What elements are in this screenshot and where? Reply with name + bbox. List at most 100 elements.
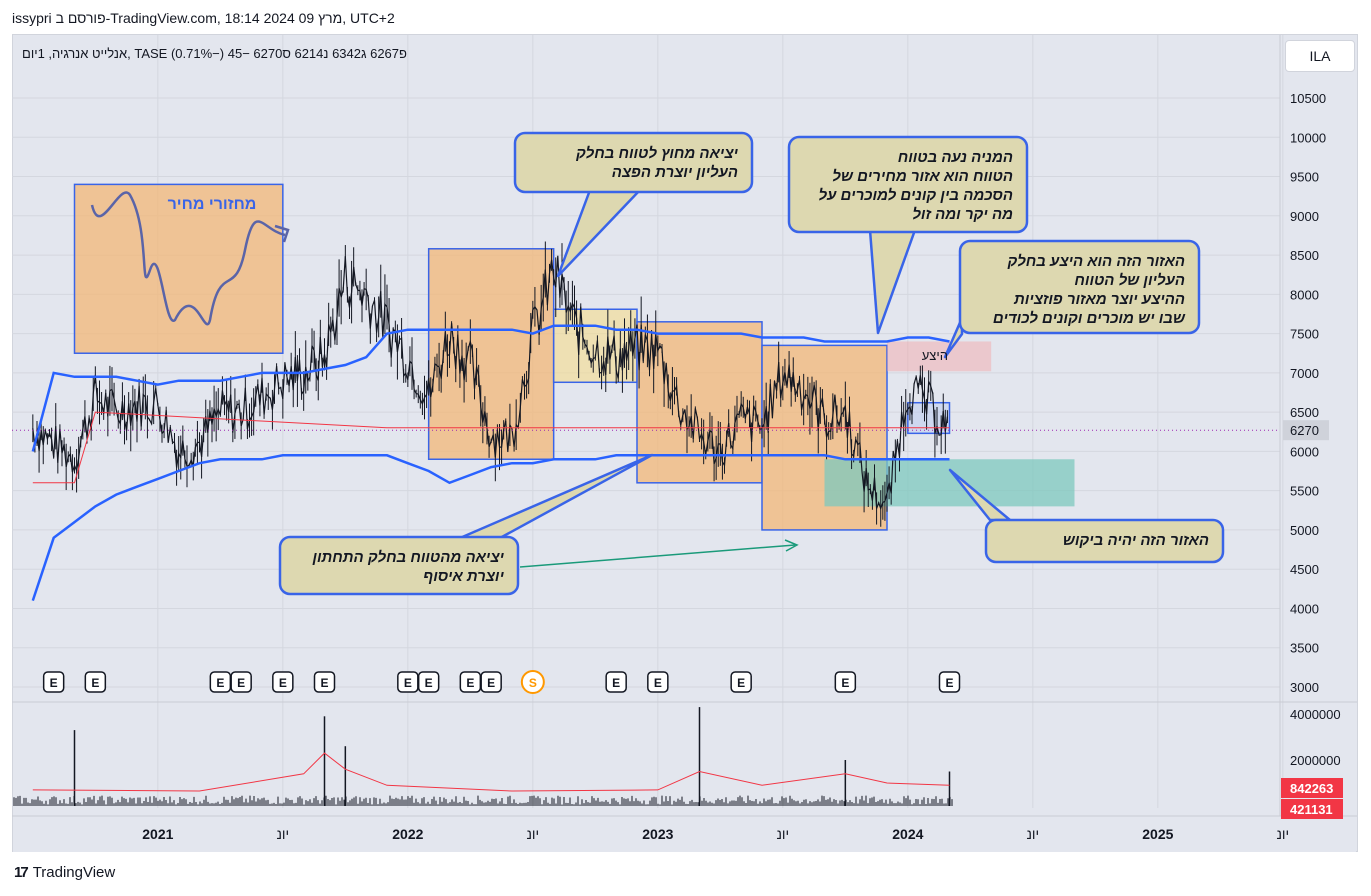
symbol-info-line: אנלייט אנרגיה, 1יום, TASE פ6267 ג6342 נ6…	[22, 46, 407, 61]
earnings-label: E	[466, 676, 474, 690]
earnings-label: E	[487, 676, 495, 690]
price-tick-label: 7500	[1290, 327, 1319, 342]
price-cycles-box	[73, 183, 284, 354]
price-tick-label: 4500	[1290, 562, 1319, 577]
time-tick-label: יונ	[1026, 826, 1039, 842]
earnings-label: E	[216, 676, 224, 690]
price-tick-label: 9500	[1290, 170, 1319, 185]
time-tick-label: 2021	[142, 826, 173, 842]
volume-tick-label: 4000000	[1290, 707, 1341, 722]
time-tick-label: 2025	[1142, 826, 1173, 842]
footer-brand: TradingView	[32, 864, 116, 881]
callout-range-text: מה יקר ומה זול	[912, 206, 1013, 223]
volume-last-label: 421131	[1290, 802, 1333, 817]
price-tick-label: 10500	[1290, 91, 1326, 106]
callout-breakout-up-box	[513, 131, 754, 194]
earnings-e-icon	[605, 671, 627, 693]
split-s-icon	[520, 670, 545, 694]
price-tick-label: 3000	[1290, 680, 1319, 695]
callout-supply-text: ההיצע יוצר מאזור פוזציות	[1013, 291, 1185, 308]
earnings-label: E	[320, 676, 328, 690]
price-tick-label: 5500	[1290, 484, 1319, 499]
earnings-e-icon	[209, 671, 232, 693]
events-row: E E E E E E E E E E E E E E ES	[42, 670, 961, 694]
moving-average-3	[32, 411, 950, 484]
price-tick-label: 5000	[1290, 523, 1319, 538]
earnings-label: E	[612, 676, 620, 690]
callout-breakout-down-text: יציאה מהטווח בחלק התחתון	[311, 549, 504, 566]
price-tick-label: 6000	[1290, 444, 1319, 459]
earnings-e-icon	[42, 671, 65, 693]
earnings-e-icon	[230, 671, 252, 693]
time-tick-label: 2022	[392, 826, 423, 842]
time-axis: 2021 יונ 2022 יונ 2023 יונ 2024 יונ 2025 יונ	[142, 826, 1289, 842]
last-price-badge	[1283, 420, 1329, 441]
earnings-label: E	[945, 676, 953, 690]
callout-supply-box	[958, 239, 1201, 335]
callout-range-text: הטווח הוא אזור מחירים של	[832, 168, 1013, 185]
moving-average-1	[31, 324, 950, 452]
earnings-e-icon	[313, 671, 336, 693]
time-tick-label: 2023	[642, 826, 673, 842]
price-close-line	[32, 255, 948, 511]
earnings-label: E	[50, 676, 58, 690]
price-tick-label: 9000	[1290, 209, 1319, 224]
moving-averages	[12, 324, 1280, 601]
callout-supply-text: העליון של הטווח	[1074, 272, 1185, 289]
earnings-e-icon	[480, 671, 502, 693]
moving-average-2	[31, 454, 950, 601]
callout-range-text: המניה נעה בטווח	[898, 149, 1013, 166]
earnings-e-icon	[417, 671, 440, 693]
time-tick-label: 2024	[892, 826, 923, 842]
price-tick-label: 6500	[1290, 405, 1319, 420]
callout-range-box	[787, 135, 1029, 234]
last-price-label: 6270	[1290, 423, 1319, 438]
time-tick-label: יונ	[526, 826, 539, 842]
time-tick-label: יונ	[276, 826, 289, 842]
volume-last-badge	[1281, 799, 1343, 819]
supply-zone-label: היצע	[922, 348, 948, 363]
price-tick-label: 8000	[1290, 287, 1319, 302]
time-tick-label: יונ	[1276, 826, 1289, 842]
volume-average-line	[32, 752, 950, 792]
earnings-e-icon	[730, 671, 752, 693]
annotations-layer: יציאה מחוץ לטווח בחלק העליון יוצרת הפצה המ…	[278, 131, 1225, 596]
earnings-label: E	[841, 676, 849, 690]
callout-demand-text: האזור הזה יהיה ביקוש	[1063, 532, 1209, 549]
price-axis: 10500 10000 9500 9000 8500 8000 7500 7000 6500 60…	[1281, 91, 1343, 819]
footer: 17 TradingView	[14, 864, 115, 881]
callout-breakout-down-box	[278, 535, 520, 596]
price-tick-label: 8500	[1290, 248, 1319, 263]
time-axis-background	[13, 816, 1356, 852]
currency-selector[interactable]: ILA	[1285, 40, 1355, 72]
volume-layer	[13, 707, 953, 806]
time-tick-label: יונ	[776, 826, 789, 842]
callout-supply-text: האזור הזה הוא היצע בחלק	[1007, 253, 1185, 270]
callout-breakout-down-text: יוצרת איסוף	[423, 568, 504, 585]
publish-header: issypri פורסם ב-TradingView.com, 18:14 2…	[12, 10, 395, 26]
price-tick-label: 4000	[1290, 601, 1319, 616]
earnings-label: E	[425, 676, 433, 690]
arrow-head-icon	[784, 539, 799, 552]
earnings-label: E	[404, 676, 412, 690]
cycles-title: מחזורי מחיר	[168, 196, 257, 213]
callout-breakout-up-text: העליון יוצרת הפצה	[612, 164, 738, 181]
earnings-label: E	[91, 676, 99, 690]
volume-last-label: 842263	[1290, 781, 1333, 796]
earnings-label: E	[279, 676, 287, 690]
earnings-e-icon	[84, 671, 107, 693]
split-label: S	[529, 676, 537, 690]
callout-supply-text: שבו יש מוכרים וקונים לכודים	[993, 310, 1186, 327]
earnings-label: E	[237, 676, 245, 690]
earnings-e-icon	[272, 671, 294, 693]
callout-range-text: הסכמה בין קונים למוכרים על	[819, 187, 1013, 204]
price-tick-label: 7000	[1290, 366, 1319, 381]
earnings-e-icon	[834, 671, 857, 693]
cycles-arrow-icon	[274, 224, 290, 243]
breakout-down-arrow	[519, 544, 796, 568]
earnings-e-icon	[397, 671, 419, 693]
price-tick-label: 10000	[1290, 130, 1326, 145]
supply-zone	[887, 341, 992, 372]
earnings-e-icon	[647, 671, 669, 693]
